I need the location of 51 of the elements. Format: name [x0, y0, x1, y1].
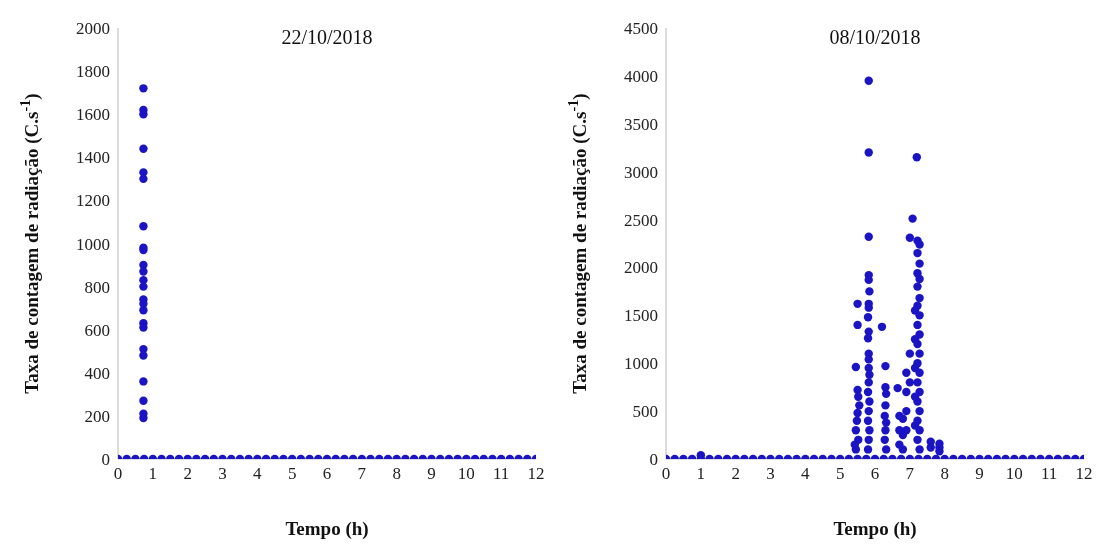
- x-tick-label: 3: [218, 464, 227, 484]
- y-tick-label: 400: [84, 363, 110, 383]
- y-tick-label: 3000: [624, 162, 658, 182]
- y-tick-label: 800: [84, 277, 110, 297]
- y-tick-label: 500: [632, 402, 658, 422]
- x-tick-label: 7: [905, 464, 915, 484]
- y-tick-label: 1400: [76, 148, 110, 168]
- x-tick-label: 1: [696, 464, 706, 484]
- x-tick-label: 2: [731, 464, 740, 484]
- x-tick-label: 8: [392, 464, 401, 484]
- y-tick-label: 1500: [624, 306, 658, 326]
- y-tick-label: 1000: [624, 354, 658, 374]
- y-tick-label: 0: [101, 450, 110, 470]
- x-tick-label: 8: [940, 464, 949, 484]
- x-tick-label: 0: [661, 464, 671, 484]
- x-axis-title: Tempo (h): [285, 518, 369, 540]
- x-tick-label: 4: [801, 464, 811, 484]
- x-tick-label: 9: [975, 464, 984, 484]
- y-tick-label: 4000: [624, 66, 658, 86]
- x-tick-label: 12: [1075, 464, 1093, 484]
- y-tick-label: 4500: [624, 19, 658, 39]
- y-tick-label: 3500: [624, 114, 658, 134]
- x-tick-label: 5: [835, 464, 845, 484]
- x-tick-label: 6: [870, 464, 880, 484]
- chart-title: 22/10/2018: [281, 26, 373, 48]
- x-tick-label: 10: [1005, 464, 1023, 484]
- x-tick-label: 11: [1040, 464, 1058, 484]
- y-tick-label: 1200: [76, 191, 110, 211]
- x-tick-label: 1: [148, 464, 158, 484]
- x-tick-label: 4: [253, 464, 263, 484]
- x-tick-label: 3: [766, 464, 775, 484]
- y-tick-label: 600: [84, 320, 110, 340]
- x-tick-label: 0: [113, 464, 123, 484]
- x-tick-label: 6: [322, 464, 332, 484]
- x-tick-label: 7: [357, 464, 367, 484]
- y-tick-label: 2500: [624, 210, 658, 230]
- x-tick-label: 9: [427, 464, 436, 484]
- x-tick-label: 12: [527, 464, 545, 484]
- y-tick-label: 1800: [76, 62, 110, 82]
- y-tick-label: 2000: [76, 19, 110, 39]
- y-tick-label: 1600: [76, 105, 110, 125]
- x-tick-label: 5: [287, 464, 297, 484]
- x-tick-label: 11: [492, 464, 510, 484]
- y-tick-label: 1000: [76, 234, 110, 254]
- x-axis-title: Tempo (h): [833, 518, 917, 540]
- x-tick-label: 2: [183, 464, 192, 484]
- y-tick-label: 0: [649, 450, 658, 470]
- y-tick-label: 2000: [624, 258, 658, 278]
- x-tick-label: 10: [457, 464, 475, 484]
- y-tick-label: 200: [84, 406, 110, 426]
- chart-title: 08/10/2018: [829, 26, 921, 48]
